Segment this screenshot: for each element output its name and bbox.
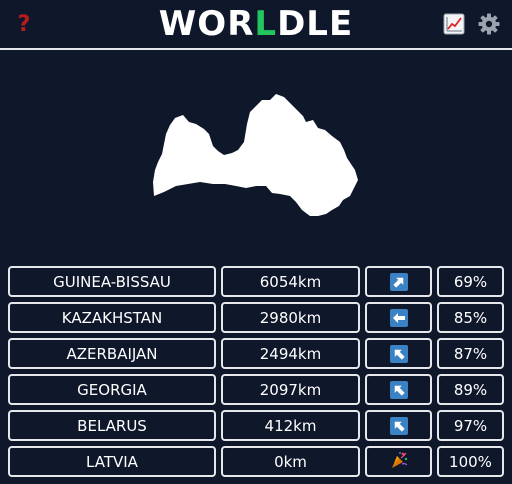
header-bar: ? WORLDLE xyxy=(0,0,512,50)
page-title: WORLDLE xyxy=(0,4,512,44)
guess-distance: 2097km xyxy=(221,374,360,405)
help-icon[interactable]: ? xyxy=(17,11,31,37)
arrow-up-right-icon xyxy=(389,272,408,291)
guess-distance: 2494km xyxy=(221,338,360,369)
party-popper-icon xyxy=(389,450,409,474)
guess-distance: 2980km xyxy=(221,302,360,333)
guess-direction xyxy=(365,446,432,477)
guess-country: KAZAKHSTAN xyxy=(8,302,216,333)
guess-direction xyxy=(365,410,432,441)
guess-row: GEORGIA 2097km 89% xyxy=(8,374,504,405)
guess-proximity: 69% xyxy=(437,266,504,297)
gear-icon[interactable] xyxy=(477,12,501,36)
stats-chart-icon[interactable] xyxy=(443,13,465,35)
arrow-up-left-icon xyxy=(389,380,408,399)
arrow-up-left-icon xyxy=(389,416,408,435)
guess-country: AZERBAIJAN xyxy=(8,338,216,369)
guess-direction xyxy=(365,302,432,333)
guess-row: LATVIA 0km 100% xyxy=(8,446,504,477)
guess-distance: 0km xyxy=(221,446,360,477)
guess-row: KAZAKHSTAN 2980km 85% xyxy=(8,302,504,333)
guess-country: BELARUS xyxy=(8,410,216,441)
guess-row: GUINEA-BISSAU 6054km 69% xyxy=(8,266,504,297)
title-highlight: L xyxy=(254,4,278,44)
guess-country: GEORGIA xyxy=(8,374,216,405)
guess-country: GUINEA-BISSAU xyxy=(8,266,216,297)
guess-country: LATVIA xyxy=(8,446,216,477)
guess-list: GUINEA-BISSAU 6054km 69% KAZAKHSTAN 2980km 85… xyxy=(8,266,504,482)
guess-direction xyxy=(365,374,432,405)
arrow-left-icon xyxy=(389,308,408,327)
guess-proximity: 87% xyxy=(437,338,504,369)
guess-proximity: 89% xyxy=(437,374,504,405)
guess-direction xyxy=(365,338,432,369)
guess-distance: 6054km xyxy=(221,266,360,297)
guess-proximity: 85% xyxy=(437,302,504,333)
title-part-1: WOR xyxy=(158,4,255,44)
guess-direction xyxy=(365,266,432,297)
guess-proximity: 100% xyxy=(437,446,504,477)
title-part-2: DLE xyxy=(277,4,354,44)
guess-row: BELARUS 412km 97% xyxy=(8,410,504,441)
guess-row: AZERBAIJAN 2494km 87% xyxy=(8,338,504,369)
latvia-silhouette-icon xyxy=(153,94,358,216)
arrow-up-left-icon xyxy=(389,344,408,363)
guess-distance: 412km xyxy=(221,410,360,441)
country-map xyxy=(0,50,512,260)
guess-proximity: 97% xyxy=(437,410,504,441)
